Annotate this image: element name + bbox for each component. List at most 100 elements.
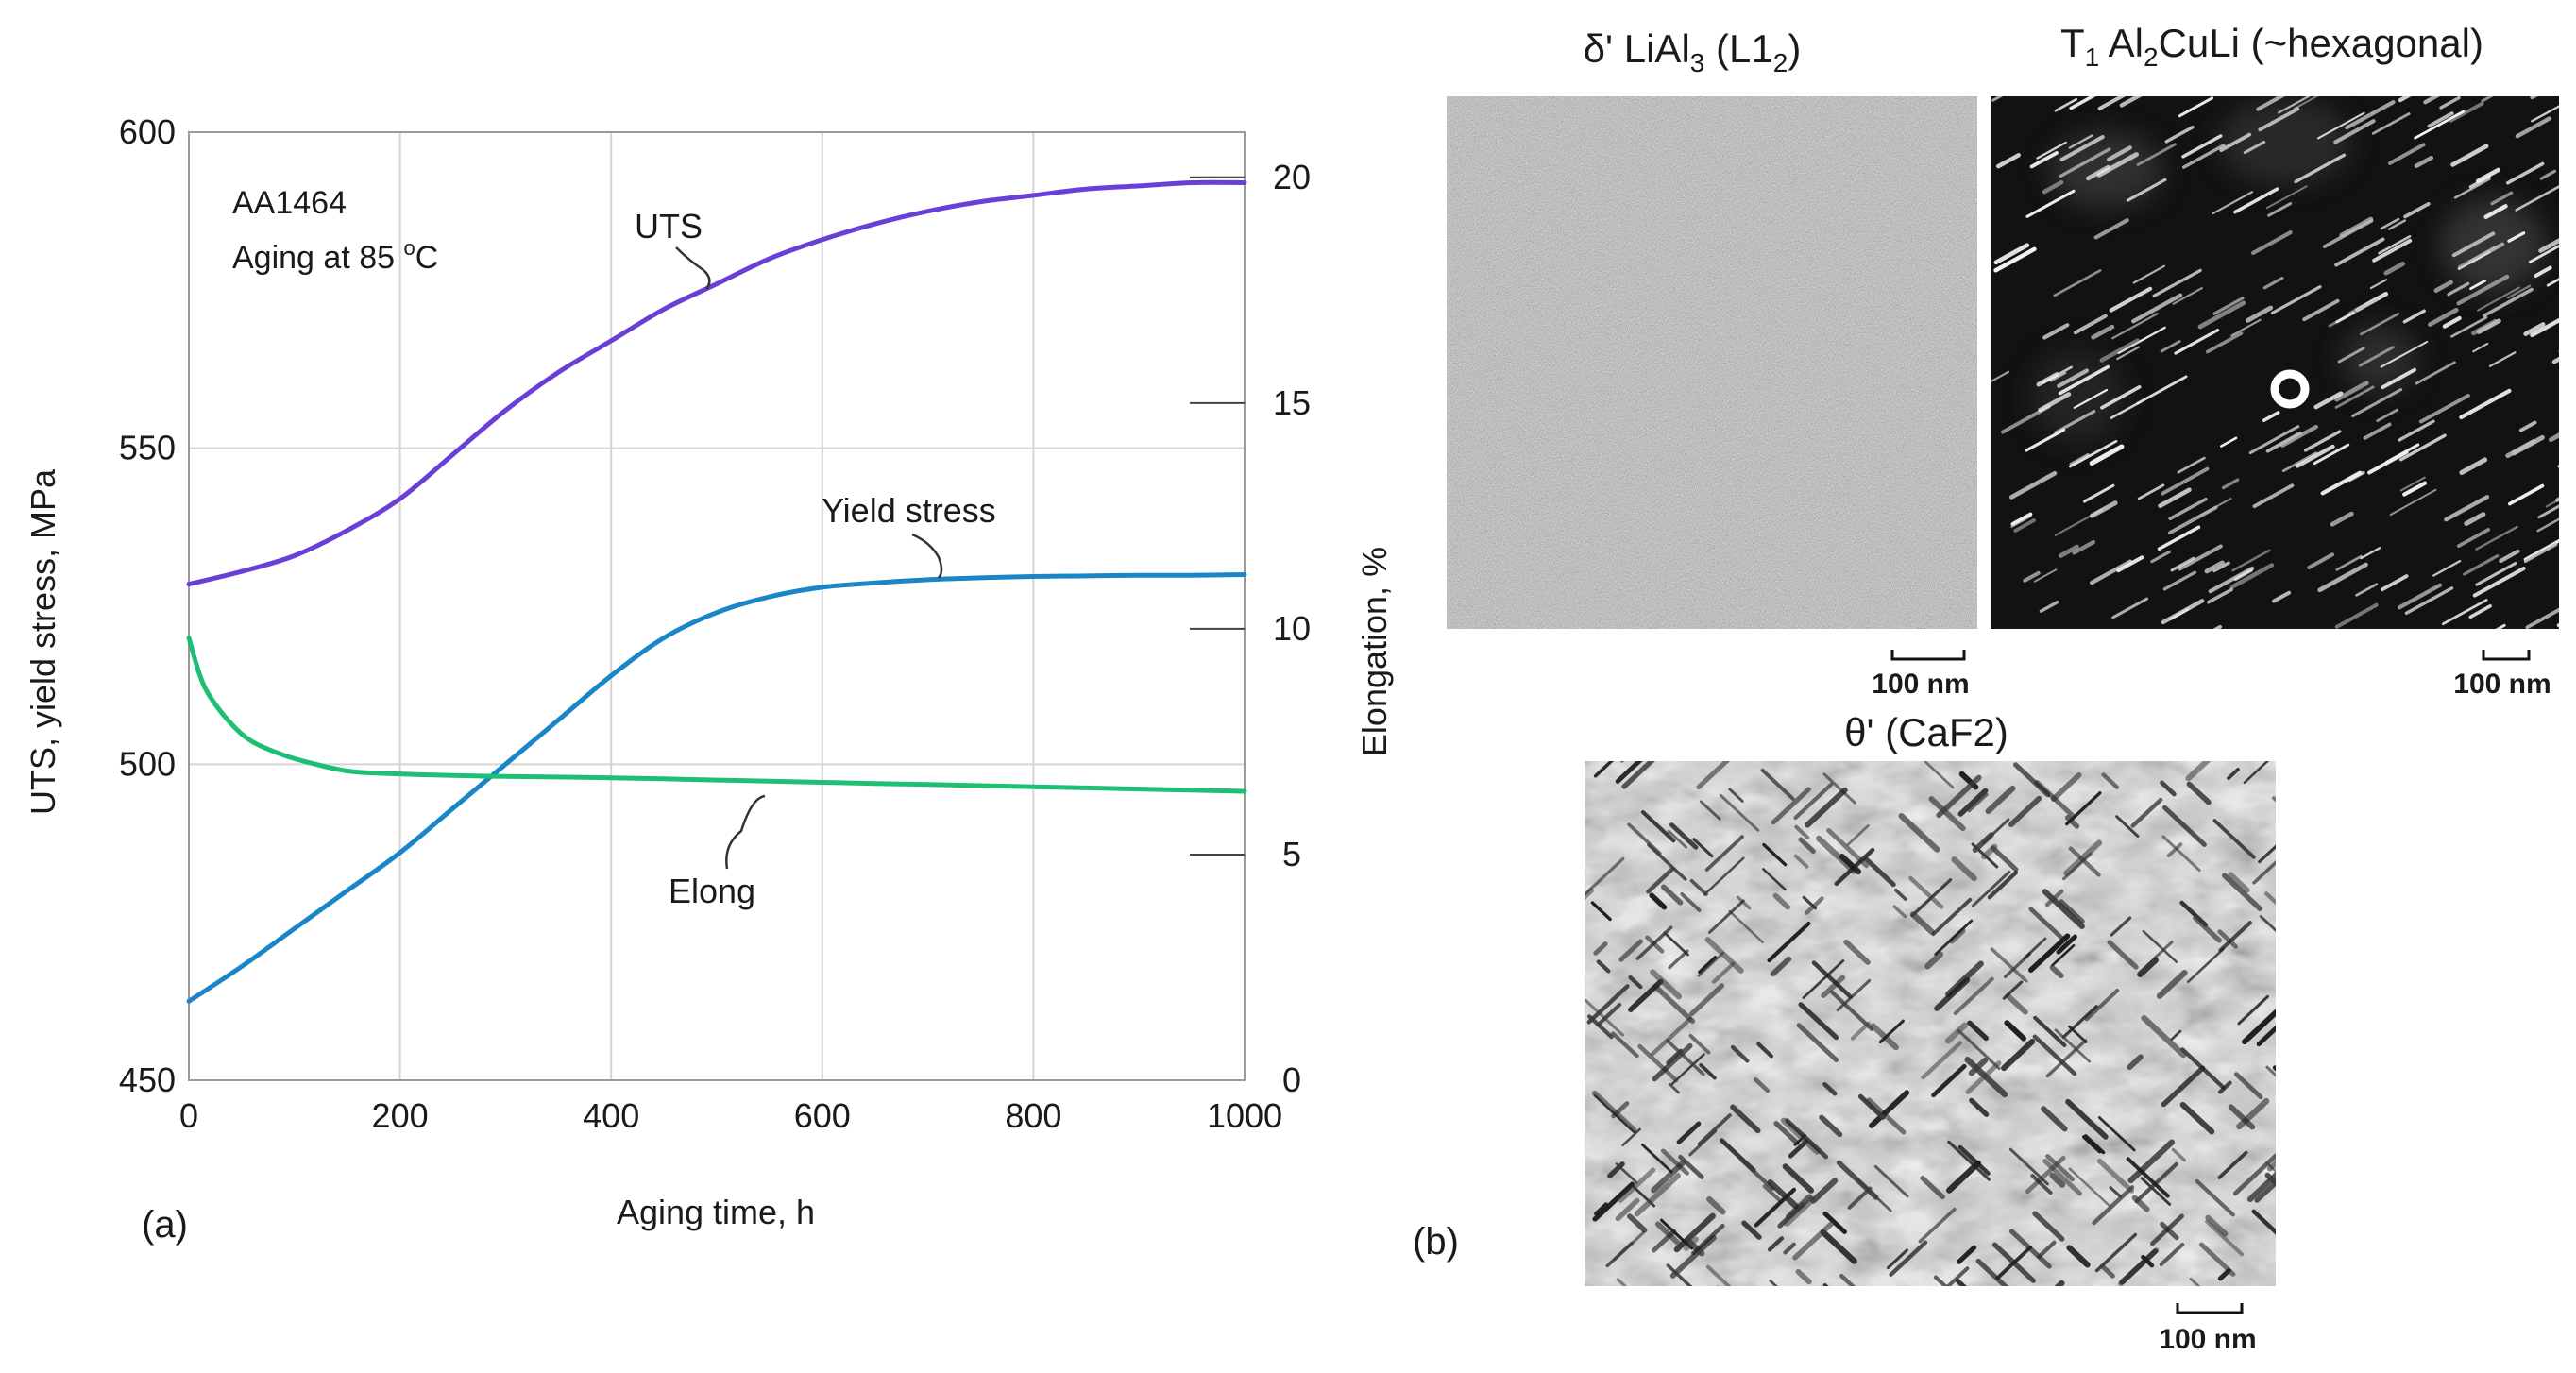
theta-platelet — [1634, 1173, 1681, 1217]
t1-streak — [2307, 552, 2335, 569]
t1-streak — [2057, 368, 2090, 388]
theta-platelet — [2065, 1098, 2109, 1140]
t1-streak — [2464, 512, 2486, 526]
theta-platelet — [2243, 761, 2270, 785]
theta-platelet — [2050, 772, 2082, 802]
theta-platelet — [1822, 772, 1856, 805]
y-tick-label: 500 — [119, 744, 176, 783]
theta-platelet — [1873, 1164, 1909, 1198]
theta-platelet — [2283, 1176, 2302, 1194]
t1-streak — [2172, 287, 2203, 305]
t1-streak — [2322, 218, 2374, 248]
theta-platelet — [1946, 1160, 1982, 1194]
t1-streak — [2152, 268, 2202, 297]
t1-streak — [2053, 269, 2102, 297]
t1-streak — [2001, 404, 2051, 434]
y2-axis-ticks: 0 5 10 15 20 — [1190, 158, 1311, 1099]
theta-platelet — [1711, 961, 1736, 984]
theta-platelet — [1704, 835, 1744, 872]
t1-streak — [2059, 147, 2111, 178]
t1-streak — [2068, 134, 2093, 149]
t1-streak — [2534, 265, 2552, 278]
t1-streak — [2376, 408, 2399, 423]
theta-platelet — [2153, 941, 2174, 959]
theta-platelet — [1706, 1195, 1726, 1215]
theta-platelet — [2030, 1174, 2053, 1195]
theta-platelet — [2237, 994, 2269, 1026]
theta-platelet — [1785, 1194, 1813, 1220]
theta-platelet — [2110, 916, 2132, 937]
theta-platelet — [1898, 813, 1940, 853]
t1-streak — [2272, 590, 2292, 603]
theta-platelet — [1593, 1094, 1636, 1134]
y-tick-label: 600 — [119, 112, 176, 151]
theta-platelet — [1968, 1057, 1989, 1076]
theta-platelet — [1820, 1229, 1857, 1264]
theta-platelet — [1771, 787, 1811, 825]
theta-platelet — [2265, 1065, 2276, 1077]
t1-streak — [2059, 135, 2105, 161]
theta-platelet — [1647, 843, 1687, 881]
theta-platelet — [2252, 860, 2276, 885]
t1-streak — [2551, 356, 2559, 364]
theta-platelet — [1640, 1143, 1673, 1174]
t1-streak — [2036, 141, 2067, 160]
t1-streak — [2058, 544, 2079, 558]
theta-platelet — [1893, 888, 1907, 901]
t1-streak — [2158, 487, 2192, 509]
t1-streak — [2389, 488, 2437, 517]
theta-platelet — [1660, 1148, 1689, 1176]
theta-platelet — [1697, 951, 1725, 977]
t1-streak — [2528, 244, 2559, 263]
t1-streak — [2097, 96, 2127, 110]
micrograph-theta-caption: θ' (CaF2) — [1844, 710, 2008, 754]
t1-streak — [2428, 307, 2459, 327]
t1-streak — [2303, 430, 2342, 452]
t1-streak — [2427, 111, 2454, 128]
theta-platelet — [1798, 1002, 1839, 1041]
theta-platelet — [1839, 1273, 1856, 1286]
theta-platelet — [2054, 1028, 2092, 1063]
t1-streak — [2490, 191, 2514, 206]
t1-streak — [2208, 566, 2255, 594]
theta-platelet — [2170, 1029, 2182, 1041]
theta-platelet — [1850, 1021, 1871, 1041]
theta-platelet — [2160, 1221, 2179, 1241]
theta-platelet — [1785, 1118, 1829, 1160]
theta-platelet — [1847, 1186, 1873, 1210]
chart-gridlines — [189, 132, 1245, 1080]
t1-precipitate-streaks — [1991, 96, 2559, 629]
theta-platelet — [2107, 940, 2139, 970]
t1-streak — [2320, 470, 2363, 496]
t1-streak — [2177, 456, 2206, 474]
theta-platelet — [1587, 1014, 1614, 1040]
theta-platelet — [2205, 1219, 2245, 1257]
theta-platelet — [1795, 1268, 1812, 1285]
scale-bar-delta-label: 100 nm — [1872, 669, 1969, 700]
t1-streak — [2468, 604, 2492, 619]
theta-platelet — [2179, 1101, 2215, 1135]
t1-streak — [2221, 478, 2240, 490]
t1-streak — [2023, 570, 2041, 583]
t1-streak — [2351, 388, 2403, 418]
t1-streak — [2136, 375, 2188, 405]
t1-streak — [2546, 278, 2559, 287]
t1-streak — [2109, 286, 2153, 313]
theta-platelet — [1782, 1163, 1815, 1194]
theta-platelet — [1928, 796, 1966, 832]
theta-platelet — [1990, 947, 2028, 983]
t1-streak — [2388, 143, 2426, 165]
theta-platelet — [1652, 1229, 1677, 1253]
theta-platelet — [1666, 1048, 1684, 1065]
theta-platelet — [2023, 937, 2047, 960]
theta-platelet — [2066, 1245, 2091, 1268]
theta-platelet — [1990, 845, 2019, 873]
theta-platelet — [2140, 1177, 2172, 1206]
t1-streak — [2025, 428, 2066, 452]
t1-streak — [2136, 143, 2177, 166]
theta-platelet — [2099, 1263, 2115, 1279]
t1-streak — [2337, 347, 2365, 364]
theta-platelet — [2161, 835, 2201, 873]
theta-platelet — [2041, 1106, 2068, 1132]
